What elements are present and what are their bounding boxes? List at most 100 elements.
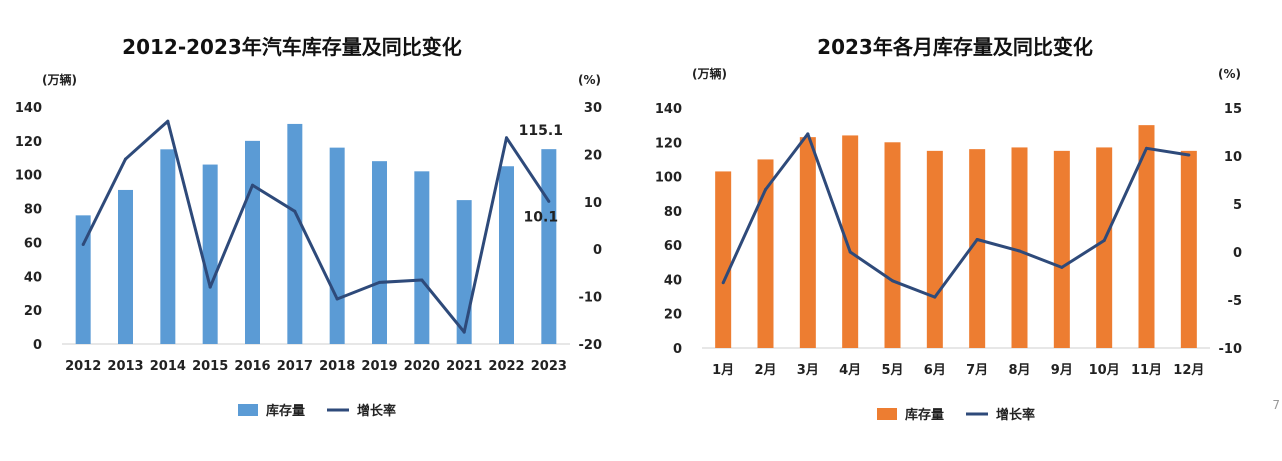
x-tick-label: 6月 [924, 363, 946, 378]
legend-bar-swatch [238, 404, 258, 416]
growth-rate-point [1187, 153, 1191, 157]
y2-tick-label: 30 [584, 101, 602, 116]
bar-inventory [1053, 150, 1070, 348]
x-tick-label: 2012 [65, 359, 101, 374]
bar-inventory [1011, 147, 1028, 348]
x-tick-label: 12月 [1173, 363, 1204, 378]
bar-inventory [1138, 125, 1155, 349]
bar-inventory [926, 150, 943, 348]
x-tick-label: 10月 [1089, 363, 1120, 378]
y-tick-label: 120 [655, 136, 682, 151]
y2-tick-label: 5 [1233, 198, 1242, 213]
x-tick-label: 7月 [966, 363, 988, 378]
y-tick-label: 60 [664, 239, 682, 254]
chart-title: 2023年各月库存量及同比变化 [817, 35, 1093, 59]
x-tick-label: 2月 [754, 363, 776, 378]
y2-tick-label: 10 [584, 196, 602, 211]
x-tick-label: 5月 [881, 363, 903, 378]
bar-inventory [1096, 147, 1113, 348]
bar-inventory [884, 142, 901, 348]
bar-inventory [715, 171, 732, 348]
growth-rate-point [547, 199, 551, 203]
x-tick-label: 2018 [319, 359, 355, 374]
data-label: 115.1 [519, 123, 563, 139]
growth-rate-point [166, 119, 170, 123]
bar-inventory [1180, 150, 1197, 348]
growth-rate-point [933, 295, 937, 299]
x-tick-label: 9月 [1051, 363, 1073, 378]
bar-inventory [118, 189, 133, 344]
inventory-yearly-chart: 2012-2023年汽车库存量及同比变化(万辆) (%)0204060801001… [15, 35, 603, 419]
y-tick-label: 0 [33, 338, 42, 353]
growth-rate-point [721, 281, 725, 285]
x-tick-label: 2023 [531, 359, 567, 374]
bar-inventory [287, 123, 303, 344]
legend-line-label: 增长率 [357, 403, 396, 419]
bar-inventory [969, 149, 986, 348]
growth-rate-point [764, 188, 767, 192]
x-tick-label: 8月 [1008, 363, 1030, 378]
bar-inventory [842, 135, 859, 348]
bar-inventory [456, 200, 472, 344]
growth-rate-point [806, 132, 810, 136]
x-tick-label: 1月 [712, 363, 734, 378]
growth-rate-point [1102, 238, 1106, 242]
bar-inventory [160, 149, 176, 344]
y2-tick-label: 20 [584, 148, 602, 163]
page-number: 7 [1272, 398, 1280, 412]
growth-rate-point [251, 183, 254, 187]
data-label: 10.1 [524, 209, 559, 225]
bar-inventory [757, 159, 774, 348]
y-axis-unit-label: (万辆) [692, 66, 727, 81]
y2-tick-label: -5 [1228, 294, 1242, 309]
y-tick-label: 0 [673, 342, 682, 357]
growth-rate-point [124, 157, 127, 161]
y2-tick-label: -10 [1219, 342, 1243, 357]
bar-inventory [329, 147, 345, 344]
x-tick-label: 2015 [192, 359, 228, 374]
bar-inventory [799, 137, 816, 348]
bar-inventory [75, 215, 91, 344]
bar-inventory [245, 140, 260, 344]
x-tick-label: 2022 [488, 359, 524, 374]
bar-inventory [414, 171, 430, 344]
x-tick-label: 2017 [277, 359, 313, 374]
y2-tick-label: 10 [1224, 150, 1242, 165]
growth-rate-point [1018, 249, 1021, 253]
growth-rate-point [975, 238, 979, 242]
growth-rate-point [293, 209, 297, 213]
line-growth-rate [81, 119, 551, 334]
y-tick-label: 80 [664, 205, 682, 220]
x-tick-label: 11月 [1131, 363, 1162, 378]
inventory-monthly-chart: 2023年各月库存量及同比变化(万辆) (%)020406080100120140… [655, 35, 1243, 423]
chart-title: 2012-2023年汽车库存量及同比变化 [122, 35, 462, 59]
x-tick-label: 4月 [839, 363, 861, 378]
y-tick-label: 100 [655, 171, 682, 186]
bar-inventory [202, 164, 218, 344]
x-tick-label: 2016 [234, 359, 270, 374]
legend-bar-label: 库存量 [905, 407, 944, 423]
line-growth-rate [721, 132, 1190, 299]
y-axis-unit-label: (万辆) [42, 72, 77, 87]
bar-inventory [372, 161, 387, 344]
x-tick-label: 2020 [404, 359, 440, 374]
y-tick-label: 140 [15, 101, 42, 116]
y-tick-label: 40 [664, 273, 682, 288]
bar-inventory [541, 149, 557, 344]
y2-tick-label: 15 [1224, 102, 1242, 117]
x-tick-label: 2013 [107, 359, 143, 374]
growth-rate-point [1060, 265, 1064, 269]
x-tick-label: 2014 [150, 359, 186, 374]
y-tick-label: 100 [15, 169, 42, 184]
bar-inventory [499, 166, 514, 344]
y-tick-label: 60 [24, 236, 42, 251]
growth-rate-point [335, 297, 339, 301]
x-tick-label: 2021 [446, 359, 482, 374]
y2-tick-label: 0 [593, 243, 602, 258]
growth-rate-point [1145, 146, 1148, 150]
y2-tick-label: 0 [1233, 246, 1242, 261]
y2-axis-unit-label: (%) [1218, 67, 1241, 81]
y-tick-label: 40 [24, 270, 42, 285]
legend-line-label: 增长率 [996, 407, 1035, 423]
y2-tick-label: -10 [579, 291, 603, 306]
